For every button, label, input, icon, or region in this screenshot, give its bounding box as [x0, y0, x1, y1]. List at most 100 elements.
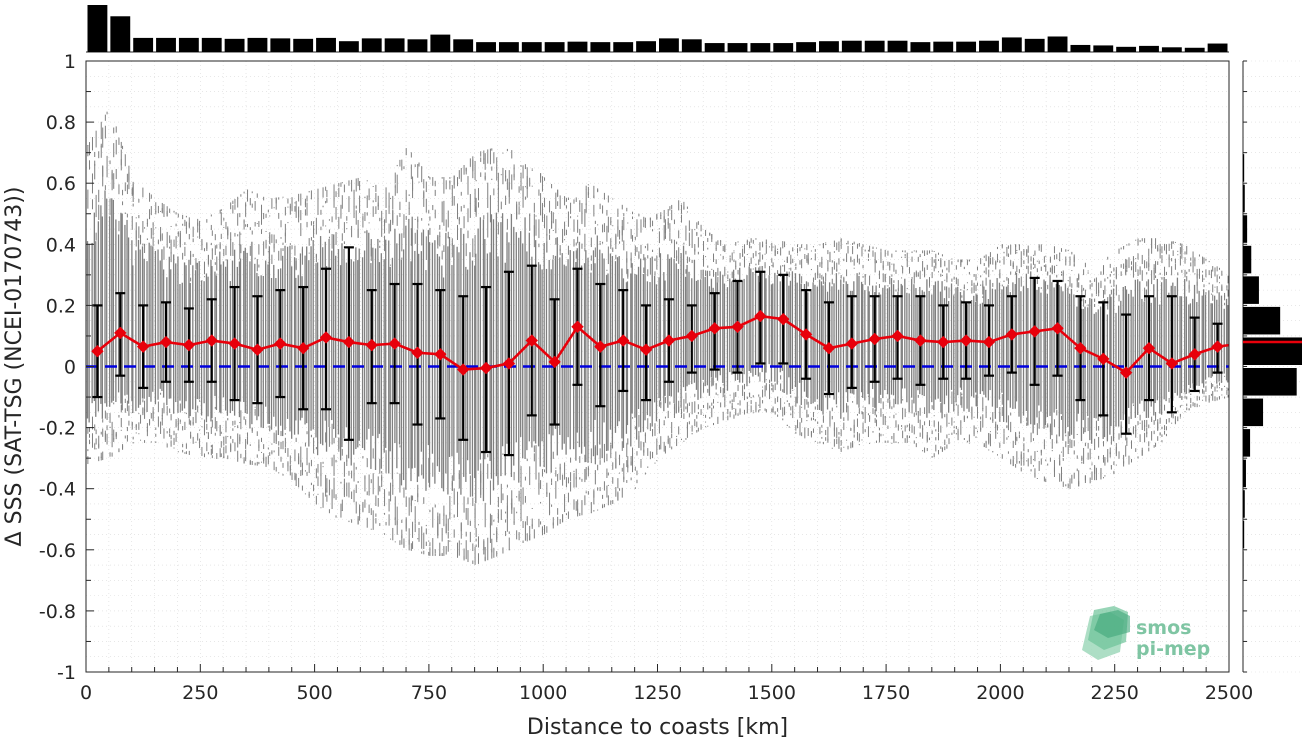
scatter-band [469, 158, 471, 167]
scatter-band [501, 213, 504, 447]
scatter-band [230, 232, 232, 241]
scatter-band [739, 409, 741, 415]
scatter-band [168, 256, 170, 399]
scatter-band [372, 186, 374, 188]
scatter-band [980, 416, 982, 420]
scatter-band [577, 219, 579, 233]
scatter-band [284, 447, 286, 453]
scatter-band [428, 458, 430, 483]
scatter-band [1083, 427, 1085, 433]
scatter-band [353, 206, 355, 219]
scatter-band [353, 473, 355, 482]
scatter-band [729, 400, 731, 404]
scatter-band [1087, 452, 1089, 460]
scatter-band [261, 461, 263, 463]
scatter-band [234, 198, 236, 204]
scatter-band [926, 435, 928, 443]
scatter-band [935, 253, 937, 258]
scatter-band [384, 235, 386, 252]
scatter-band [852, 260, 854, 262]
scatter-band [263, 453, 265, 462]
scatter-band [697, 404, 699, 410]
scatter-band [267, 426, 269, 428]
scatter-band [973, 285, 975, 293]
scatter-band [671, 239, 673, 244]
top-histogram-bar [110, 16, 131, 53]
scatter-band [782, 407, 784, 417]
scatter-band [562, 240, 564, 242]
scatter-band [814, 440, 816, 442]
scatter-band [880, 248, 882, 252]
scatter-band [1227, 289, 1229, 297]
scatter-band [518, 186, 520, 193]
scatter-band [98, 189, 100, 203]
scatter-band [1120, 300, 1122, 420]
scatter-band [357, 177, 359, 186]
scatter-band [872, 250, 874, 253]
scatter-band [1065, 434, 1067, 437]
scatter-band [423, 532, 425, 549]
scatter-band [1184, 395, 1186, 399]
scatter-band [310, 459, 312, 467]
scatter-band [381, 474, 383, 488]
scatter-band [234, 204, 236, 210]
scatter-band [265, 239, 267, 249]
scatter-band [640, 441, 642, 451]
scatter-band [1020, 251, 1022, 259]
scatter-band [408, 539, 410, 551]
scatter-band [858, 444, 860, 446]
scatter-band [638, 435, 640, 449]
scatter-band [1177, 254, 1179, 256]
scatter-band [1194, 403, 1196, 408]
scatter-band [882, 287, 884, 399]
scatter-band [1023, 443, 1025, 452]
scatter-band [906, 292, 908, 403]
scatter-band [619, 231, 621, 240]
scatter-band [739, 408, 741, 413]
scatter-band [287, 461, 289, 472]
scatter-band [232, 420, 234, 426]
scatter-band [869, 442, 871, 444]
scatter-band [732, 269, 735, 374]
scatter-band [1164, 404, 1166, 411]
scatter-band [996, 253, 998, 261]
scatter-band [220, 431, 222, 434]
scatter-band [463, 548, 465, 559]
scatter-band [301, 249, 303, 265]
scatter-band [1174, 263, 1176, 270]
x-tick-label: 2000 [976, 682, 1024, 704]
scatter-band [275, 466, 277, 472]
scatter-band [1141, 447, 1143, 456]
mean-point [342, 335, 356, 349]
scatter-band [456, 177, 458, 187]
scatter-band [199, 438, 201, 449]
mean-point [228, 337, 241, 350]
scatter-band [980, 258, 982, 265]
scatter-band [190, 435, 192, 438]
scatter-band [733, 250, 735, 252]
scatter-band [1053, 246, 1055, 254]
scatter-band [1023, 250, 1025, 256]
scatter-band [445, 184, 447, 190]
scatter-band [940, 273, 942, 277]
scatter-band [991, 288, 994, 407]
scatter-band [951, 261, 953, 265]
scatter-band [1120, 424, 1122, 435]
scatter-band [976, 413, 978, 419]
scatter-band [1100, 467, 1102, 477]
scatter-band [418, 528, 420, 541]
scatter-band [401, 159, 403, 171]
y-tick-label: -1 [57, 662, 76, 684]
scatter-band [405, 148, 407, 156]
scatter-band [810, 289, 812, 405]
scatter-band [988, 433, 990, 443]
scatter-band [247, 432, 249, 437]
scatter-band [399, 201, 401, 211]
scatter-band [814, 272, 816, 280]
scatter-band [599, 242, 601, 246]
scatter-band [705, 426, 707, 428]
scatter-band [269, 430, 271, 432]
scatter-band [449, 512, 451, 520]
scatter-band [759, 242, 761, 251]
scatter-band [552, 259, 554, 436]
